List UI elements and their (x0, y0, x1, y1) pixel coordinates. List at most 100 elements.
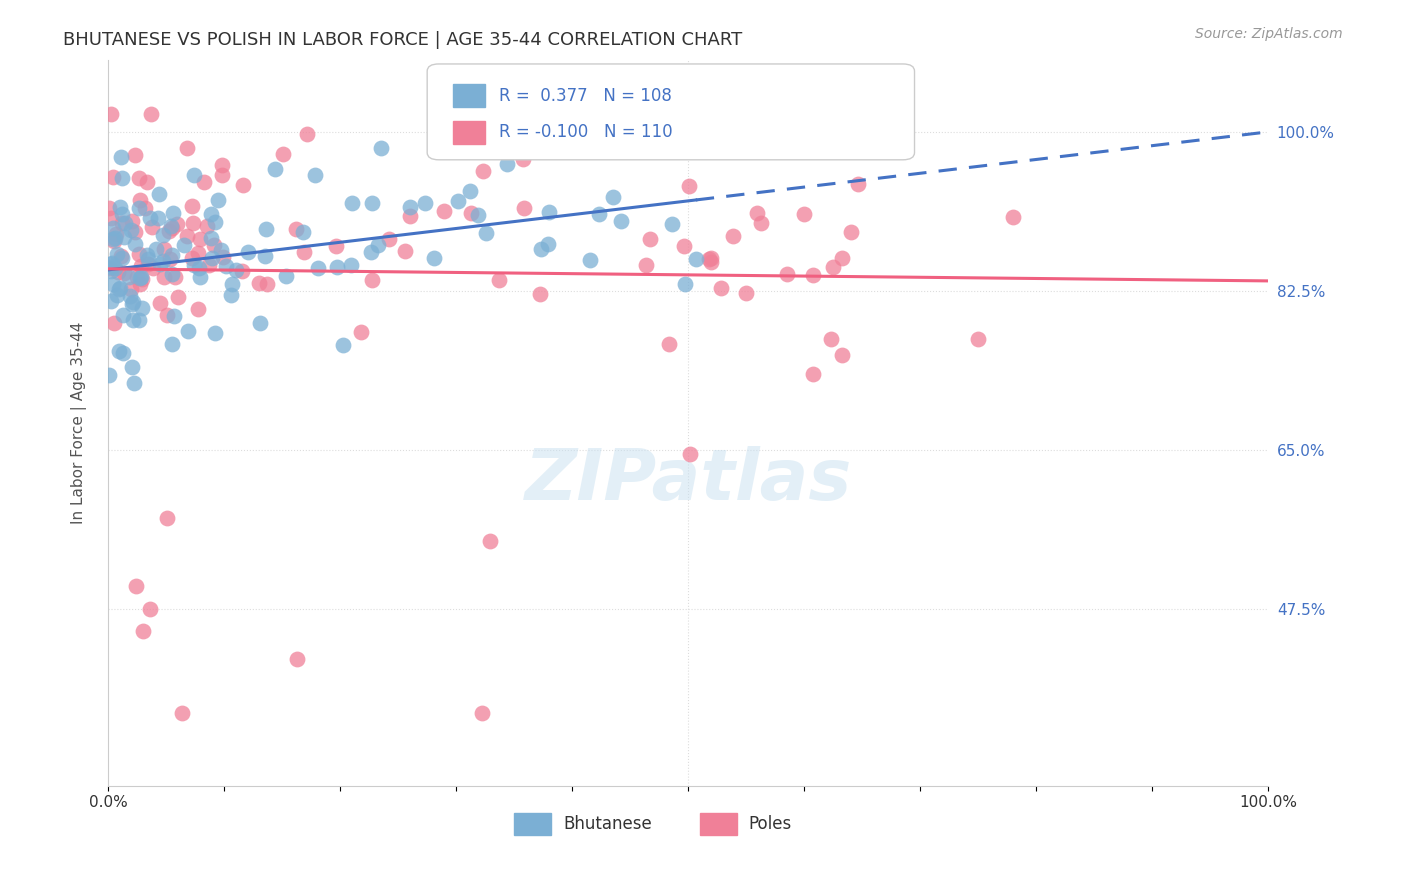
Point (232, 178, 254, 192)
Text: ZIPatlas: ZIPatlas (524, 446, 852, 516)
Point (488, 273, 510, 287)
Point (193, 175, 215, 189)
Point (326, 260, 349, 274)
Point (162, 205, 184, 219)
FancyBboxPatch shape (515, 814, 551, 835)
Point (378, 231, 401, 245)
Point (110, 249, 132, 263)
Point (129, 259, 152, 273)
Point (176, 229, 198, 244)
Point (100, 294, 122, 309)
Point (131, 301, 153, 316)
Point (141, 220, 163, 235)
Point (149, 257, 172, 271)
Point (285, 651, 308, 665)
Point (111, 216, 134, 230)
Point (105, 288, 128, 302)
Point (122, 294, 145, 309)
Point (496, 157, 519, 171)
Text: Bhutanese: Bhutanese (562, 815, 652, 833)
Point (211, 250, 233, 264)
Point (254, 222, 277, 236)
FancyBboxPatch shape (453, 120, 485, 144)
Point (112, 229, 135, 244)
Point (142, 260, 165, 275)
FancyBboxPatch shape (427, 64, 914, 160)
Point (127, 270, 149, 285)
Point (121, 297, 143, 311)
Point (529, 287, 551, 301)
Point (128, 171, 150, 186)
Point (530, 242, 553, 256)
Point (101, 255, 124, 269)
Point (673, 238, 696, 252)
Text: Source: ZipAtlas.com: Source: ZipAtlas.com (1195, 27, 1343, 41)
Point (361, 196, 384, 211)
Point (160, 220, 183, 235)
Point (111, 207, 134, 221)
Point (156, 511, 179, 525)
Point (413, 196, 436, 211)
Point (138, 601, 160, 615)
Point (120, 282, 142, 296)
Point (253, 249, 276, 263)
Point (679, 447, 702, 461)
FancyBboxPatch shape (453, 84, 485, 107)
Point (658, 337, 681, 351)
Point (114, 267, 136, 281)
Point (588, 207, 610, 221)
Point (605, 125, 627, 139)
Point (153, 243, 176, 257)
Point (751, 216, 773, 230)
Point (124, 148, 146, 162)
Point (148, 211, 170, 225)
Point (723, 228, 745, 243)
Point (128, 247, 150, 261)
Point (200, 207, 222, 221)
Point (105, 247, 128, 261)
Point (512, 152, 534, 166)
Point (225, 262, 247, 277)
FancyBboxPatch shape (700, 814, 737, 835)
Point (159, 252, 181, 266)
Point (195, 219, 218, 234)
Point (775, 267, 797, 281)
Point (447, 194, 470, 208)
Point (112, 308, 135, 322)
Point (307, 261, 329, 276)
Point (579, 252, 602, 267)
Point (101, 277, 124, 291)
Point (160, 337, 183, 351)
Point (188, 269, 211, 284)
Point (122, 376, 145, 390)
Point (125, 579, 148, 593)
Point (98, 257, 121, 271)
Point (602, 190, 624, 204)
Point (831, 348, 853, 362)
Point (209, 243, 232, 257)
Point (108, 200, 131, 214)
Point (360, 245, 382, 260)
Point (167, 290, 190, 304)
Point (823, 260, 845, 275)
Point (697, 252, 720, 266)
Point (678, 179, 700, 194)
Point (360, 273, 382, 287)
Point (107, 282, 129, 296)
Point (136, 248, 159, 262)
Point (156, 308, 179, 322)
Point (170, 706, 193, 720)
Point (122, 312, 145, 326)
Point (183, 169, 205, 183)
Point (350, 325, 373, 339)
Point (132, 624, 155, 639)
Point (121, 214, 143, 228)
Point (103, 316, 125, 330)
Point (100, 264, 122, 278)
Point (831, 251, 853, 265)
Point (112, 345, 135, 359)
Point (181, 216, 204, 230)
Point (745, 206, 768, 220)
Point (699, 251, 721, 265)
Point (685, 252, 707, 266)
